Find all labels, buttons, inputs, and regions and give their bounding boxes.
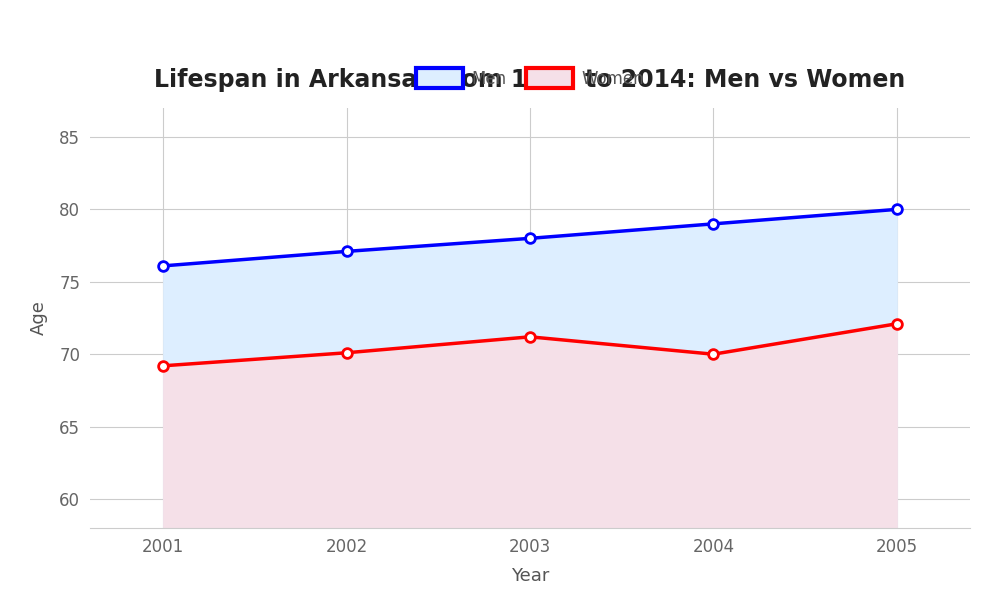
X-axis label: Year: Year xyxy=(511,567,549,585)
Legend: Men, Women: Men, Women xyxy=(409,62,651,94)
Y-axis label: Age: Age xyxy=(30,301,48,335)
Title: Lifespan in Arkansas from 1973 to 2014: Men vs Women: Lifespan in Arkansas from 1973 to 2014: … xyxy=(154,68,906,92)
